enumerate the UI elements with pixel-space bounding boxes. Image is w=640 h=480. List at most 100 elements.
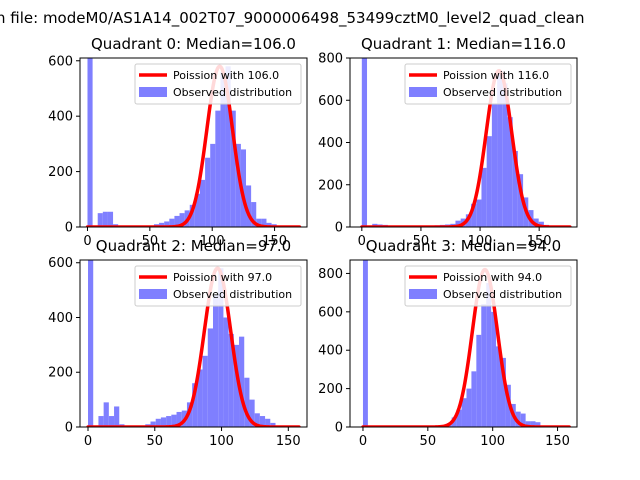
histogram-bar [215,110,221,227]
x-tick-label: 50 [147,434,164,449]
legend: Poission with 94.0 Observed distribution [404,265,572,307]
histogram-bar [220,71,226,227]
histogram-bar [471,203,477,227]
legend-box [404,63,572,105]
histogram-bar [244,377,250,427]
histogram-bar [189,204,195,227]
x-tick-label: 0 [358,234,366,249]
subplot-quadrant-1: 0 50 100 150 0 200 400 600 800 Quadrant 1: Median… [318,35,578,249]
histogram-bar [512,150,518,227]
y-tick-label: 200 [318,382,343,397]
histogram-bar [88,260,94,427]
histogram-bar [166,416,172,427]
histogram-bar [174,215,180,227]
histogram-bar [103,402,109,427]
histogram-bar [97,213,103,227]
histogram-bar [107,211,114,227]
y-tick-label: 800 [318,52,343,67]
legend-label-observed: Observed distribution [173,288,292,301]
histogram-bar [491,104,498,227]
plot-area [85,58,302,227]
x-tick-label: 50 [413,234,430,249]
histogram-bar [507,117,513,227]
histogram-bar [500,357,506,427]
legend: Poission with 106.0 Observed distribution [134,63,302,105]
histogram-bar [176,411,182,427]
histogram-bar [160,417,167,427]
histogram-bar [171,414,177,427]
histogram-bar [155,418,161,427]
histogram-bar [205,157,211,227]
y-tick-label: 600 [318,94,343,109]
subplot-title: Quadrant 0: Median=106.0 [91,35,296,53]
x-tick-label: 100 [209,434,234,449]
histogram-bar [502,83,508,227]
legend-label-poisson: Poission with 116.0 [443,69,549,82]
histogram-bar [461,398,467,427]
x-tick-label: 0 [84,434,92,449]
histogram-bar [159,222,165,227]
legend-label-poisson: Poission with 106.0 [173,69,279,82]
y-tick-label: 400 [48,110,73,125]
legend-bar-swatch [139,289,167,299]
y-tick-label: 200 [318,178,343,193]
histogram-bar [235,143,241,227]
histogram-bar [98,416,104,427]
histogram-bar [114,406,120,427]
y-tick-label: 600 [48,54,73,69]
charts: 0 50 100 150 0 200 400 600 Quadrant 0: Median=10… [48,35,578,449]
axes-frame [79,57,308,228]
histogram-bar [481,167,487,227]
histogram-bar [481,304,487,427]
subplot-title: Quadrant 2: Median=97.0 [96,237,291,255]
histogram-bar [261,218,267,227]
legend: Poission with 97.0 Observed distribution [134,265,302,307]
histogram-bar [471,371,477,427]
legend-bar-swatch [409,87,437,97]
histogram-bar [169,218,175,227]
histogram-bar [239,336,245,427]
histogram-bar [254,413,260,427]
legend-label-observed: Observed distribution [443,288,562,301]
x-tick-label: 100 [468,234,493,249]
subplot-title: Quadrant 1: Median=116.0 [361,35,566,53]
legend: Poission with 116.0 Observed distribution [404,63,572,105]
histogram-bar [515,411,521,427]
plot-area [360,58,572,227]
histogram-bar [265,418,271,427]
x-tick-label: 150 [545,434,570,449]
y-tick-label: 0 [65,221,73,236]
histogram-bar [362,260,368,427]
histogram-bar [249,399,255,427]
axes-frame [349,259,578,428]
y-tick-label: 800 [318,267,343,282]
x-tick-label: 50 [420,434,437,449]
histogram-bar [525,421,531,427]
axes-frame [79,259,308,428]
histogram-bar [270,422,276,427]
legend-label-poisson: Poission with 97.0 [173,271,272,284]
y-tick-label: 200 [48,366,73,381]
y-tick-label: 600 [318,305,343,320]
histogram-bar [150,421,156,427]
histogram-bar [233,344,240,427]
x-tick-label: 100 [480,434,505,449]
subplot-quadrant-2: 0 50 100 150 0 200 400 600 Quadrant 2: Median=97… [48,237,308,449]
x-tick-label: 150 [527,234,552,249]
histogram-bar [517,174,524,227]
histogram-bar [102,211,108,227]
y-tick-label: 400 [318,136,343,151]
histogram-bar [179,213,185,227]
histogram-bar [192,383,198,427]
legend-label-observed: Observed distribution [173,86,292,99]
figure-suptitle: n file: modeM0/AS1A14_002T07_9000006498_… [0,9,585,28]
histogram-bar [230,110,236,227]
histogram-bar [197,369,203,427]
histogram-bar [210,143,216,227]
subplot-title: Quadrant 3: Median=94.0 [366,237,561,255]
histogram-bar [202,355,208,427]
x-tick-label: 150 [262,234,287,249]
poisson-curve [360,68,572,227]
histogram-bar [259,416,266,427]
histogram-bar [246,185,252,227]
